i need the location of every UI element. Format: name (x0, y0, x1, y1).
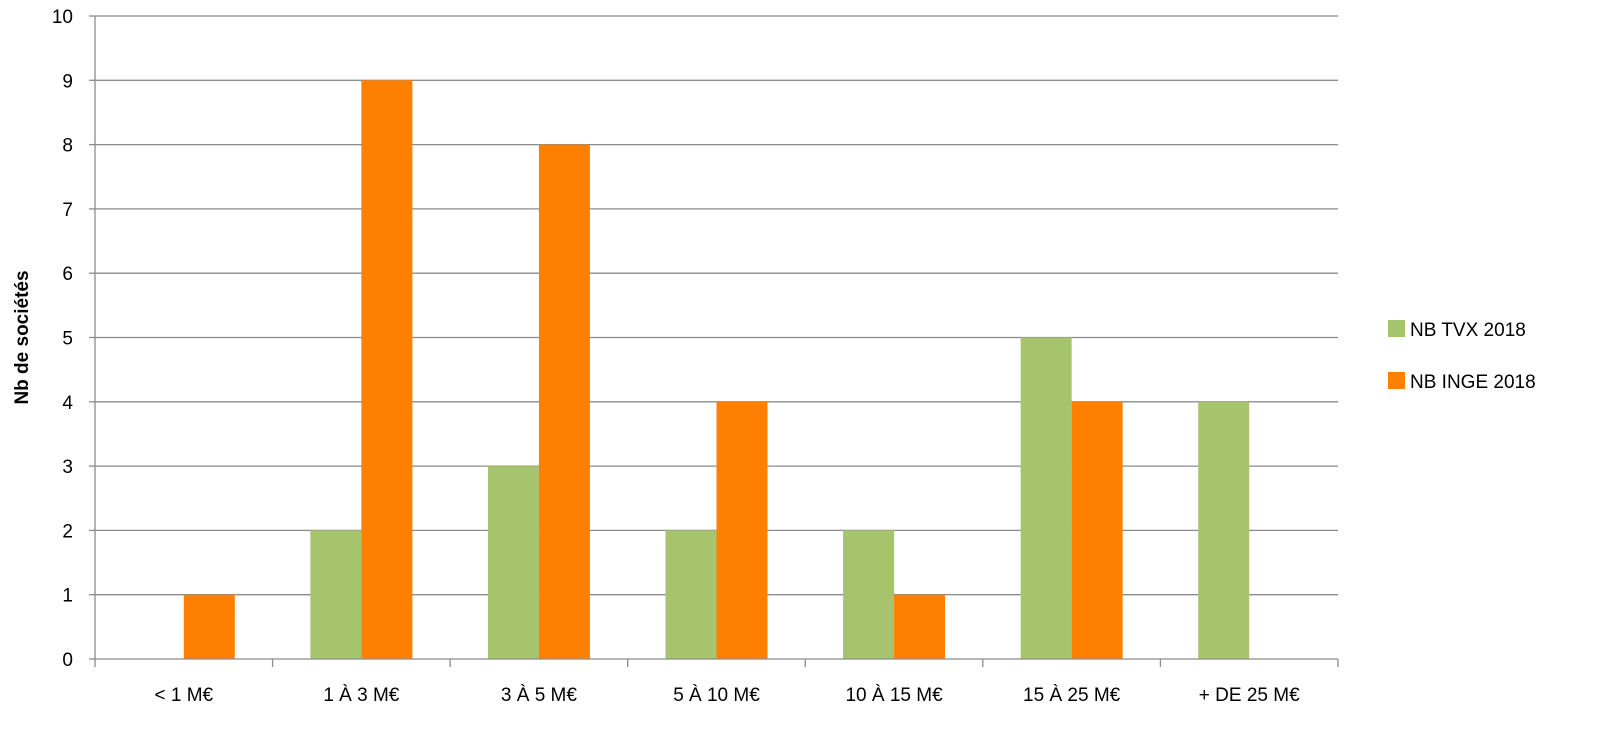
bars (183, 80, 1250, 660)
x-tick-label: 15 À 25 M€ (1023, 685, 1121, 706)
bar-tvx-2 (487, 466, 539, 659)
axes (89, 15, 1339, 667)
legend-label: NB TVX 2018 (1410, 320, 1526, 341)
y-tick-label: 1 (62, 586, 73, 607)
x-tick-label: 10 À 15 M€ (845, 685, 943, 706)
x-tick-label: 5 À 10 M€ (673, 685, 760, 706)
x-tick-labels: < 1 M€ 1 À 3 M€ 3 À 5 M€ 5 À 10 M€ 10 À 15 M… (154, 685, 1300, 706)
bar-inge-3 (716, 401, 768, 659)
bar-tvx-1 (310, 530, 362, 659)
y-tick-label: 3 (62, 457, 73, 478)
bar-inge-4 (894, 594, 946, 659)
y-tick-label: 8 (62, 136, 73, 157)
bar-inge-5 (1071, 401, 1123, 659)
y-tick-label: 7 (62, 200, 73, 221)
y-tick-label: 6 (62, 264, 73, 285)
bar-inge-1 (361, 80, 413, 660)
y-tick-label: 2 (62, 521, 73, 542)
x-tick-label: 1 À 3 M€ (323, 685, 399, 706)
bar-tvx-4 (843, 530, 895, 659)
bar-inge-2 (538, 144, 590, 660)
y-tick-label: 9 (62, 71, 73, 92)
gridlines (95, 15, 1338, 596)
y-tick-labels: 0 1 2 3 4 5 6 7 8 9 10 (52, 7, 74, 671)
legend: NB TVX 2018 NB INGE 2018 (1388, 320, 1536, 393)
y-axis-title: Nb de sociétés (12, 270, 33, 404)
legend-swatch (1388, 372, 1405, 389)
bar-tvx-6 (1198, 401, 1250, 659)
x-tick-label: < 1 M€ (154, 685, 213, 706)
y-tick-label: 4 (62, 393, 73, 414)
y-tick-label: 5 (62, 329, 73, 350)
bar-inge-0 (183, 594, 235, 659)
legend-swatch (1388, 320, 1405, 337)
legend-label: NB INGE 2018 (1410, 372, 1536, 393)
y-tick-label: 10 (52, 7, 73, 28)
x-tick-label: + DE 25 M€ (1199, 685, 1300, 706)
x-tick-label: 3 À 5 M€ (501, 685, 577, 706)
bar-tvx-5 (1020, 337, 1072, 659)
bar-tvx-3 (665, 530, 717, 659)
y-tick-label: 0 (62, 650, 73, 671)
